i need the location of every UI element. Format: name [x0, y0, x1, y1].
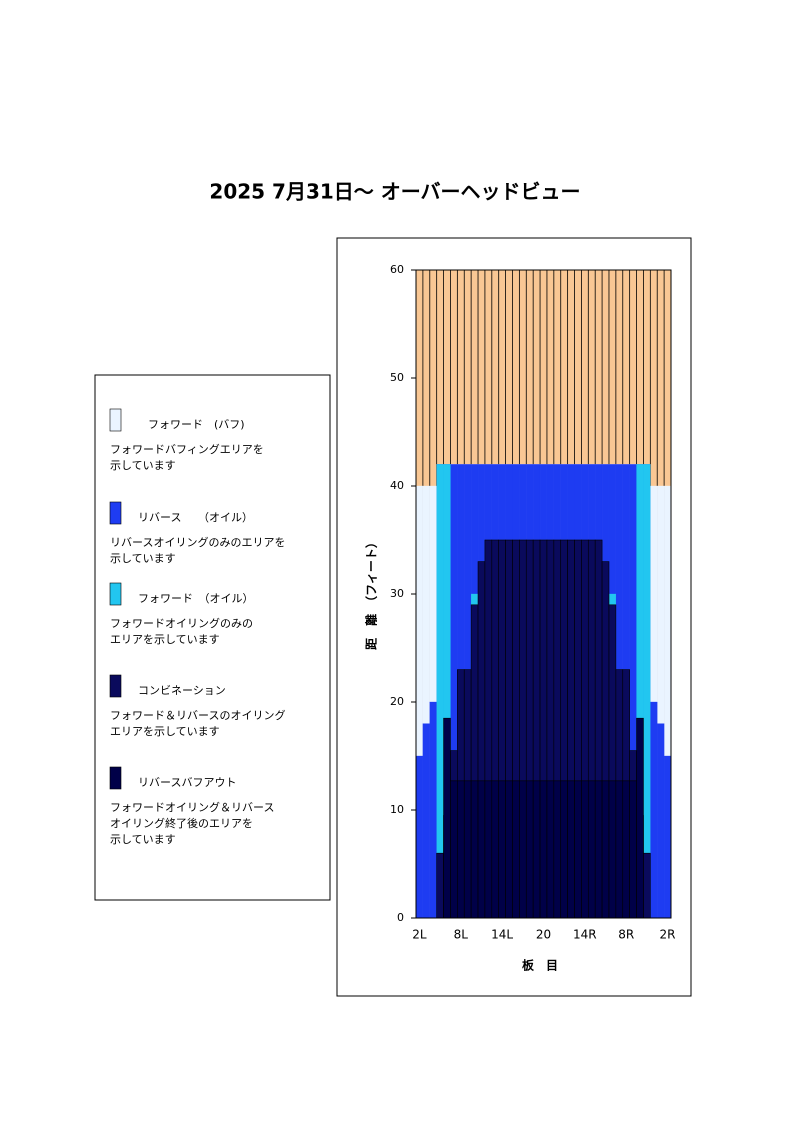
bar — [587, 780, 596, 919]
bar — [601, 780, 610, 919]
bar — [415, 755, 424, 919]
legend-description: 示しています — [110, 833, 176, 846]
y-tick-label: 0 — [397, 911, 404, 924]
legend-swatch — [109, 674, 122, 698]
legend-description: オイリング終了後のエリアを — [110, 816, 253, 830]
bar — [663, 755, 672, 919]
chart-title: 2025 7月31日～ オーバーヘッドビュー — [209, 180, 580, 204]
bar — [484, 780, 493, 919]
y-tick-label: 10 — [390, 803, 404, 816]
x-tick-label: 2R — [660, 928, 676, 942]
x-tick-label: 8R — [618, 928, 634, 942]
legend-description: フォワードバフィングエリアを — [110, 442, 264, 456]
y-tick-label: 30 — [390, 587, 404, 600]
bar — [643, 852, 651, 919]
bar — [594, 780, 603, 919]
y-tick-label: 50 — [390, 371, 404, 384]
bar — [519, 780, 527, 919]
x-axis-label: 板 目 — [522, 958, 558, 973]
legend-label: コンビネーション — [138, 684, 226, 697]
y-axis-label: 距 離 （フィート） — [364, 536, 379, 650]
bar — [450, 780, 458, 919]
bar — [608, 780, 617, 919]
x-tick-label: 2L — [412, 928, 427, 942]
bar — [539, 780, 548, 919]
bar — [622, 780, 630, 919]
legend-swatch — [109, 766, 122, 790]
bar — [546, 780, 555, 919]
x-tick-label: 8L — [454, 928, 469, 942]
y-tick-label: 40 — [390, 479, 404, 492]
x-tick-label: 14L — [491, 928, 513, 942]
bar — [457, 780, 465, 919]
legend-label: リバース （オイル） — [138, 511, 253, 524]
legend-description: リバースオイリングのみのエリアを — [110, 535, 285, 549]
legend-label: リバースバフアウト — [138, 776, 236, 789]
legend-box — [94, 374, 331, 901]
bar — [629, 780, 637, 919]
legend-swatch — [109, 408, 122, 432]
y-tick-label: 60 — [390, 263, 404, 276]
legend-description: 示しています — [110, 459, 176, 472]
bar — [491, 780, 500, 919]
legend-description: エリアを示しています — [110, 633, 220, 646]
bar — [650, 701, 658, 919]
bar — [422, 723, 430, 919]
bar — [636, 717, 644, 919]
bar — [525, 780, 534, 919]
bar — [615, 780, 624, 919]
legend-description: エリアを示しています — [110, 725, 220, 738]
legend-description: 示しています — [110, 552, 176, 565]
bar — [436, 852, 444, 919]
bar — [560, 780, 568, 919]
bar — [498, 780, 506, 919]
legend-description: フォワードオイリング＆リバース — [110, 800, 274, 814]
bar — [429, 701, 437, 919]
bar — [436, 464, 444, 919]
legend-label: フォワード （オイル） — [138, 592, 254, 605]
bar — [532, 780, 541, 919]
legend-description: フォワードオイリングのみの — [110, 616, 253, 630]
bar — [643, 464, 651, 919]
bar — [463, 780, 472, 919]
y-tick-label: 20 — [390, 695, 404, 708]
x-tick-label: 20 — [536, 928, 551, 942]
legend-swatch — [109, 582, 122, 606]
legend-description: フォワード＆リバースのオイリング — [110, 708, 285, 722]
legend-swatch — [109, 501, 122, 525]
bar — [505, 780, 513, 919]
bar — [657, 723, 665, 919]
bar — [470, 780, 479, 919]
bar — [581, 780, 589, 919]
bar — [477, 780, 486, 919]
bar — [567, 780, 575, 919]
legend-label: フォワード (バフ) — [148, 418, 245, 431]
bar — [512, 780, 520, 919]
bar — [574, 780, 582, 919]
bar — [553, 780, 562, 919]
x-tick-label: 14R — [573, 928, 597, 942]
bar — [443, 717, 451, 919]
